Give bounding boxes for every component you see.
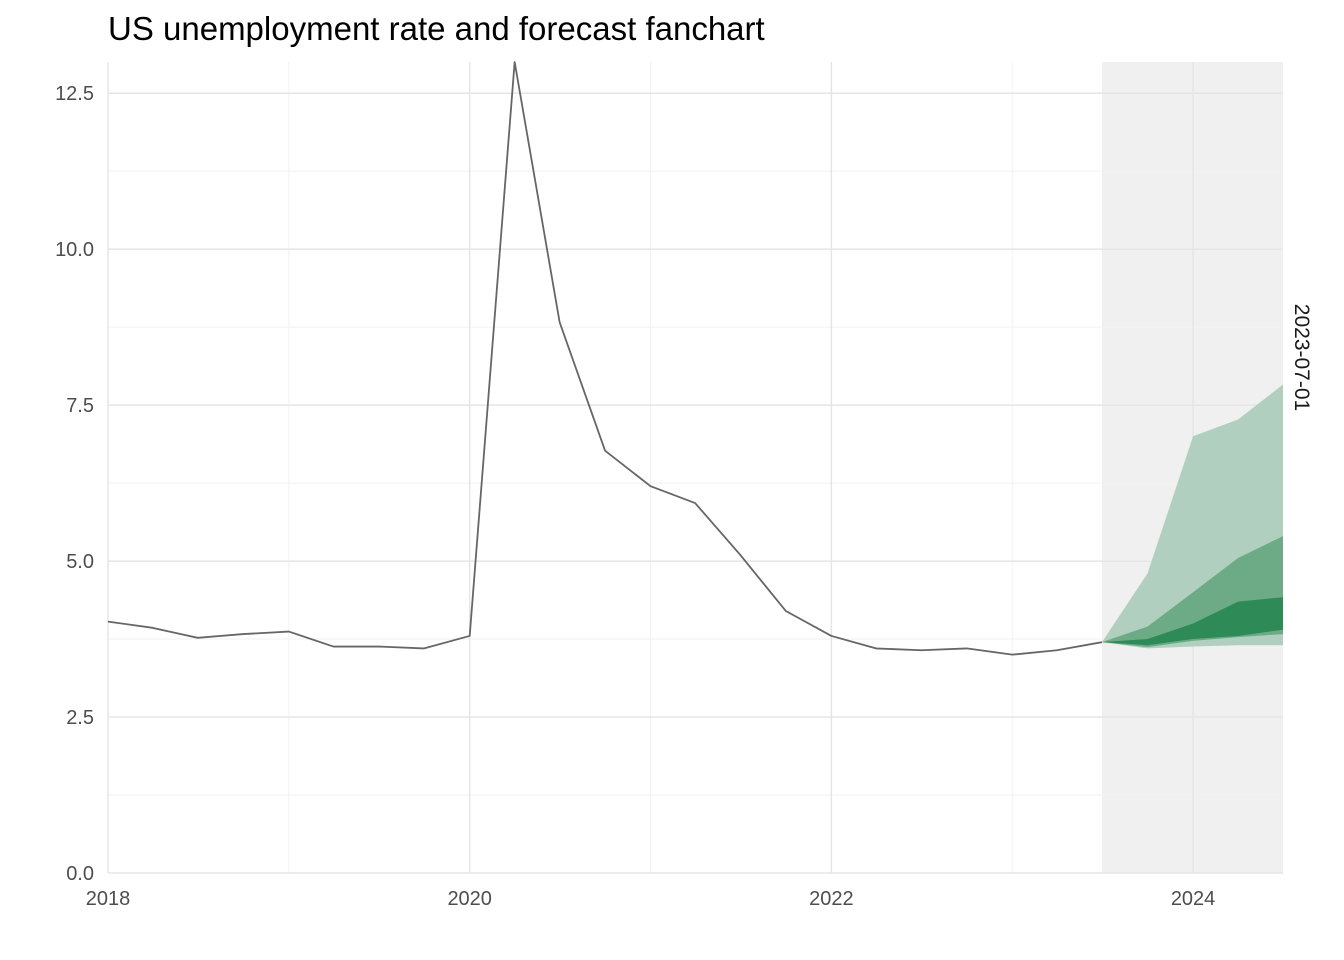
y-tick-label: 10.0 [55,239,94,261]
y-tick-label: 2.5 [66,707,94,729]
x-tick-label: 2022 [809,888,854,910]
unemployment-line [107,61,1103,656]
chart-title: US unemployment rate and forecast fancha… [108,10,765,47]
forecast-band-inner [1101,597,1283,646]
y-tick-label: 12.5 [55,83,94,105]
y-tick-label: 5.0 [66,551,94,573]
x-tick-label: 2018 [86,888,131,910]
y-tick-label: 0.0 [66,863,94,885]
x-tick-label: 2020 [447,888,492,910]
forecast-start-label: 2023-07-01 [1290,304,1313,411]
y-tick-label: 7.5 [66,395,94,417]
x-tick-label: 2024 [1171,888,1216,910]
